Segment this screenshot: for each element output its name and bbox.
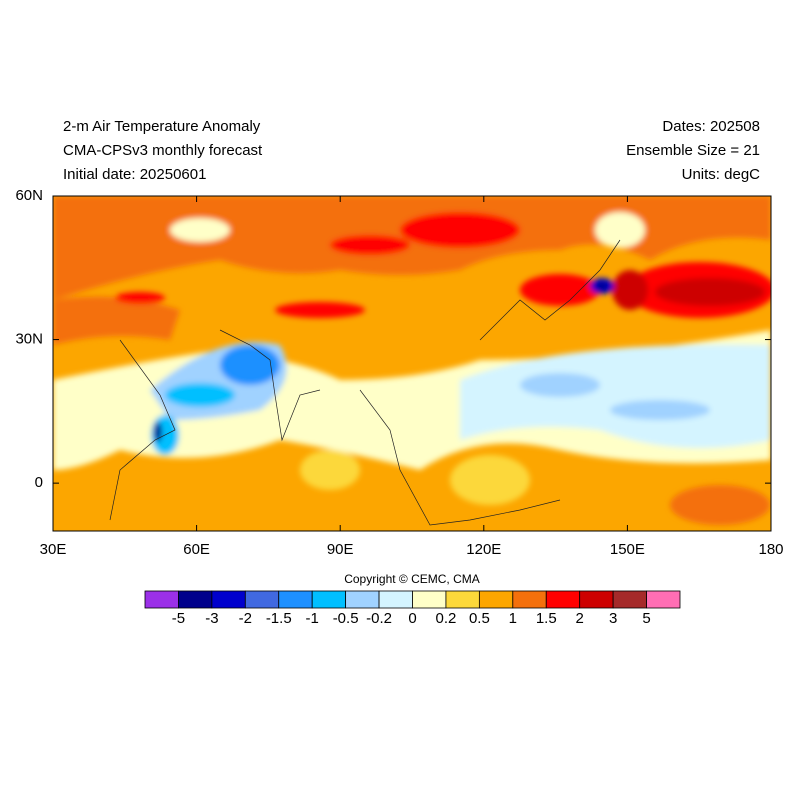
colorbar-box — [244, 590, 280, 609]
colorbar-box — [144, 590, 179, 609]
colorbar-box — [612, 590, 647, 609]
colorbar-box — [311, 590, 347, 609]
info: Ensemble Size = 21 — [626, 142, 760, 159]
colorbar-label: 0 — [408, 610, 416, 627]
colorbar-box — [278, 590, 313, 609]
colorbar-label: -5 — [172, 610, 185, 627]
colorbar-box — [345, 590, 380, 609]
colorbar-label: 0.5 — [469, 610, 490, 627]
header: 2-m Air Temperature Anomaly CMA-CPSv3 mo… — [63, 118, 760, 183]
lon-label: 120E — [466, 541, 501, 558]
lon-label: 180 — [758, 541, 783, 558]
info: Units: degC — [682, 166, 761, 183]
lat-label: 30N — [15, 331, 43, 348]
anomaly-field — [53, 196, 771, 531]
colorbar-label: -2 — [239, 610, 252, 627]
colorbar-label: -1.5 — [266, 610, 292, 627]
colorbar-box — [445, 590, 480, 609]
info: Dates: 202508 — [662, 118, 760, 135]
title: 2-m Air Temperature Anomaly — [63, 118, 261, 135]
lon-label: 150E — [610, 541, 645, 558]
colorbar-label: 0.2 — [436, 610, 457, 627]
colorbar-box — [412, 590, 447, 609]
colorbar-box — [646, 590, 681, 609]
lon-label: 30E — [40, 541, 67, 558]
axes: 30E 60E 90E 120E 150E 180 60N 30N 0 — [15, 187, 783, 558]
lat-label: 0 — [35, 474, 43, 491]
colorbar-box — [545, 590, 581, 609]
copyright: Copyright © CEMC, CMA — [344, 572, 480, 586]
subtitle: Initial date: 20250601 — [63, 166, 206, 183]
colorbar-label: 3 — [609, 610, 617, 627]
colorbar: -5 -3 -2 -1.5 -1 -0.5 -0.2 0 0.2 0.5 1 1.5 2 3 5 — [144, 590, 681, 627]
colorbar-box — [178, 590, 213, 609]
colorbar-box — [579, 590, 614, 609]
map-frame — [52, 195, 772, 532]
coastlines — [109, 239, 621, 526]
colorbar-label: 1 — [509, 610, 517, 627]
lon-label: 60E — [183, 541, 210, 558]
colorbar-label: -1 — [306, 610, 319, 627]
colorbar-label: -3 — [205, 610, 218, 627]
colorbar-label: 2 — [576, 610, 584, 627]
colorbar-label: 5 — [642, 610, 650, 627]
colorbar-label: -0.2 — [366, 610, 392, 627]
subtitle: CMA-CPSv3 monthly forecast — [63, 142, 263, 159]
lat-label: 60N — [15, 187, 43, 204]
colorbar-label: -0.5 — [333, 610, 359, 627]
colorbar-box — [512, 590, 547, 609]
lon-label: 90E — [327, 541, 354, 558]
colorbar-box — [211, 590, 246, 609]
colorbar-box — [378, 590, 413, 609]
colorbar-box — [478, 590, 514, 609]
colorbar-label: 1.5 — [536, 610, 557, 627]
